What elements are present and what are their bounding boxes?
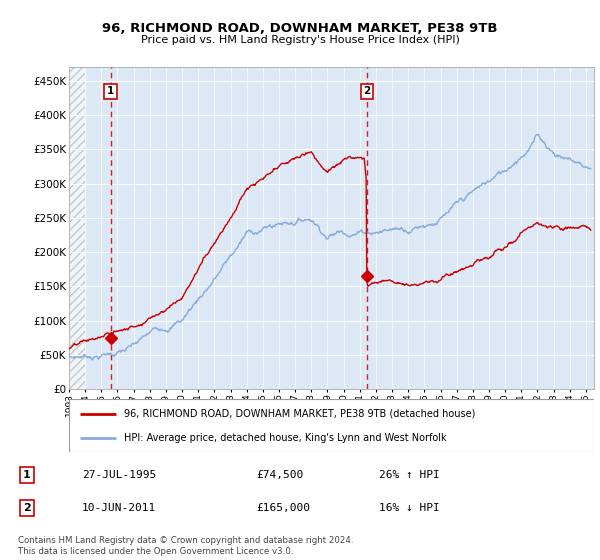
Text: £74,500: £74,500 <box>256 470 304 480</box>
Text: HPI: Average price, detached house, King's Lynn and West Norfolk: HPI: Average price, detached house, King… <box>124 433 447 443</box>
Text: £165,000: £165,000 <box>256 503 310 513</box>
Text: 26% ↑ HPI: 26% ↑ HPI <box>379 470 439 480</box>
Text: 1: 1 <box>23 470 31 480</box>
Text: Contains HM Land Registry data © Crown copyright and database right 2024.
This d: Contains HM Land Registry data © Crown c… <box>18 536 353 556</box>
Text: 96, RICHMOND ROAD, DOWNHAM MARKET, PE38 9TB (detached house): 96, RICHMOND ROAD, DOWNHAM MARKET, PE38 … <box>124 409 476 419</box>
Text: 96, RICHMOND ROAD, DOWNHAM MARKET, PE38 9TB: 96, RICHMOND ROAD, DOWNHAM MARKET, PE38 … <box>102 22 498 35</box>
Text: 27-JUL-1995: 27-JUL-1995 <box>82 470 156 480</box>
Text: Price paid vs. HM Land Registry's House Price Index (HPI): Price paid vs. HM Land Registry's House … <box>140 35 460 45</box>
Text: 10-JUN-2011: 10-JUN-2011 <box>82 503 156 513</box>
Text: 2: 2 <box>363 86 371 96</box>
Text: 1: 1 <box>107 86 114 96</box>
Bar <box>69 67 85 389</box>
Text: 16% ↓ HPI: 16% ↓ HPI <box>379 503 439 513</box>
Text: 2: 2 <box>23 503 31 513</box>
FancyBboxPatch shape <box>69 399 594 452</box>
